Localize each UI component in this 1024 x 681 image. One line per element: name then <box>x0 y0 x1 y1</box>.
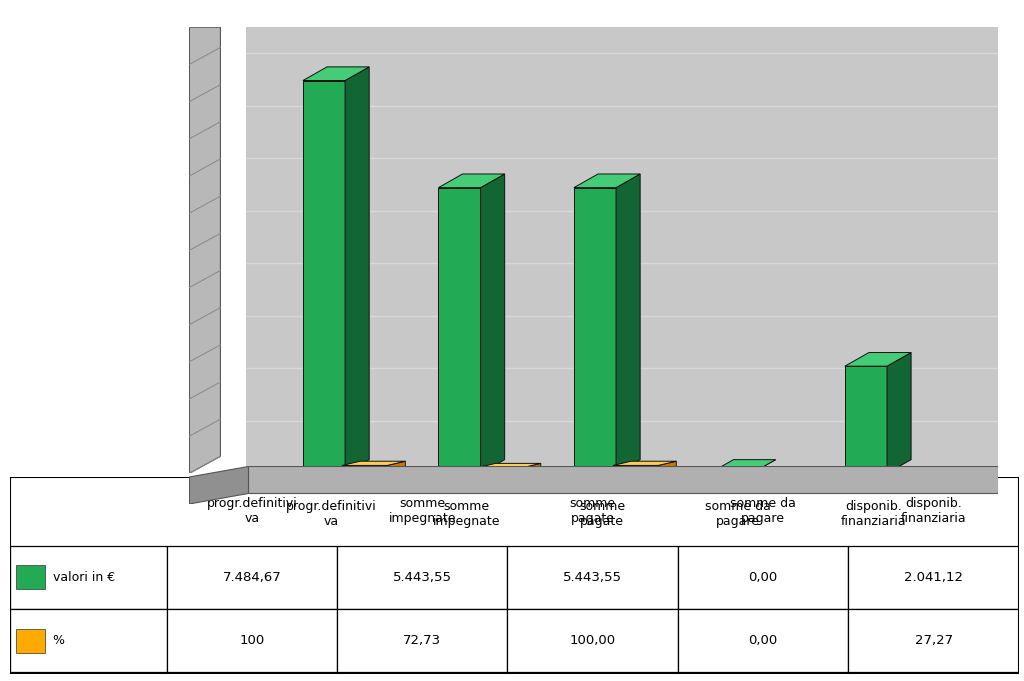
Bar <box>508 609 678 672</box>
Bar <box>167 609 337 672</box>
Text: 0,00: 0,00 <box>749 634 778 647</box>
Text: 100: 100 <box>240 634 264 647</box>
Text: somme
impegnate: somme impegnate <box>388 497 456 525</box>
Polygon shape <box>189 466 249 504</box>
Text: progr.definitivi
va: progr.definitivi va <box>286 500 377 528</box>
Polygon shape <box>887 353 911 473</box>
Bar <box>16 629 45 652</box>
Polygon shape <box>573 188 616 473</box>
Polygon shape <box>749 469 812 473</box>
Text: progr.definitivi
va: progr.definitivi va <box>207 497 297 525</box>
Polygon shape <box>884 471 929 473</box>
Text: disponib.
finanziaria: disponib. finanziaria <box>841 500 906 528</box>
Text: 7.484,67: 7.484,67 <box>222 571 282 584</box>
Polygon shape <box>658 461 676 473</box>
Polygon shape <box>845 366 887 473</box>
Bar <box>167 546 337 609</box>
Polygon shape <box>303 67 370 80</box>
Bar <box>678 546 849 609</box>
Polygon shape <box>616 174 640 473</box>
Polygon shape <box>929 467 947 473</box>
Polygon shape <box>480 174 505 473</box>
Text: somme
pagate: somme pagate <box>580 500 626 528</box>
Polygon shape <box>522 463 541 473</box>
Polygon shape <box>438 188 480 473</box>
Text: 5.443,55: 5.443,55 <box>393 571 452 584</box>
Text: somme
pagate: somme pagate <box>569 497 615 525</box>
Text: 27,27: 27,27 <box>914 634 952 647</box>
Text: somme da
pagare: somme da pagare <box>705 500 771 528</box>
Polygon shape <box>189 27 220 473</box>
Polygon shape <box>794 469 812 473</box>
Text: 2.041,12: 2.041,12 <box>904 571 964 584</box>
Polygon shape <box>613 465 658 473</box>
Text: disponib.
finanziaria: disponib. finanziaria <box>901 497 967 525</box>
Text: somme
impegnate: somme impegnate <box>433 500 501 528</box>
Polygon shape <box>845 353 911 366</box>
Text: somme da
pagare: somme da pagare <box>730 497 796 525</box>
Polygon shape <box>345 67 370 473</box>
Bar <box>16 565 45 590</box>
Bar <box>849 546 1019 609</box>
Bar <box>508 546 678 609</box>
Bar <box>337 609 508 672</box>
Polygon shape <box>387 461 406 473</box>
Polygon shape <box>342 465 387 473</box>
Polygon shape <box>573 174 640 188</box>
Polygon shape <box>303 80 345 473</box>
Text: 72,73: 72,73 <box>403 634 441 647</box>
Polygon shape <box>249 466 998 494</box>
Text: 5.443,55: 5.443,55 <box>563 571 623 584</box>
Polygon shape <box>613 461 676 465</box>
Bar <box>10 546 167 609</box>
Bar <box>849 609 1019 672</box>
Polygon shape <box>342 461 406 465</box>
Bar <box>337 546 508 609</box>
Polygon shape <box>477 468 522 473</box>
Polygon shape <box>752 460 775 473</box>
Text: 100,00: 100,00 <box>569 634 615 647</box>
Text: valori in €: valori in € <box>52 571 115 584</box>
Bar <box>10 609 167 672</box>
Polygon shape <box>710 460 775 473</box>
Polygon shape <box>438 174 505 188</box>
Polygon shape <box>477 463 541 468</box>
Polygon shape <box>884 467 947 471</box>
Text: 0,00: 0,00 <box>749 571 778 584</box>
Text: %: % <box>52 634 65 647</box>
Bar <box>678 609 849 672</box>
